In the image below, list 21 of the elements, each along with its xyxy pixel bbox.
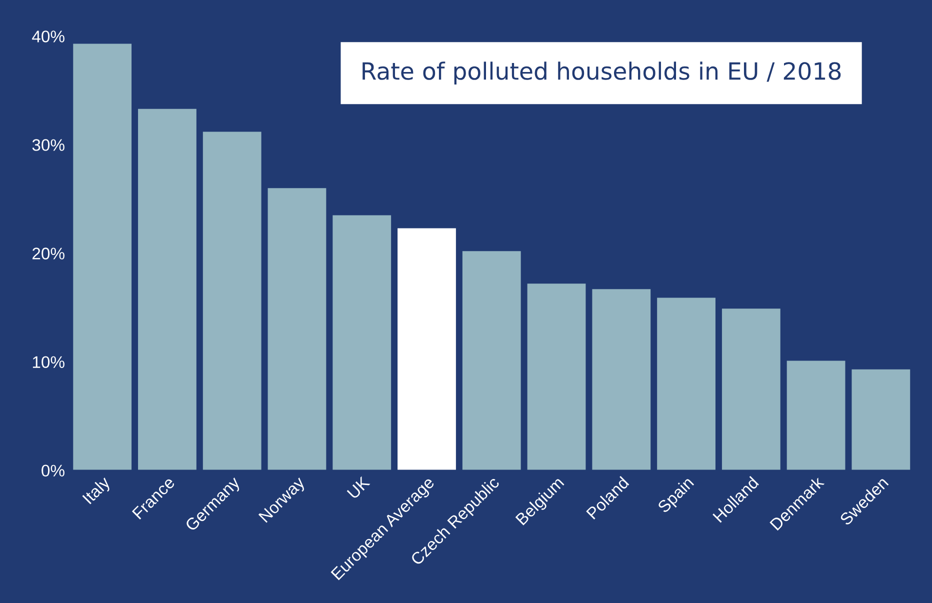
bar: [138, 108, 196, 470]
bar: [462, 251, 521, 470]
bar: [268, 188, 326, 470]
bar: [398, 228, 456, 470]
bar: [786, 360, 846, 470]
bar: [73, 44, 132, 470]
x-tick-label: UK: [346, 476, 370, 500]
y-tick-label: 0%: [42, 464, 64, 477]
bar: [852, 369, 910, 470]
bar: [527, 284, 586, 470]
bar: [657, 298, 716, 470]
x-tick-label: Italy: [82, 475, 114, 507]
text: Rate of polluted households in EU / 2018: [362, 62, 841, 85]
bar: [592, 289, 651, 470]
bar: [332, 215, 392, 470]
bar: [722, 308, 780, 470]
y-tick-label: 20%: [32, 248, 64, 260]
y-tick-label: 30%: [32, 139, 64, 151]
y-tick-label: 10%: [32, 356, 64, 368]
bar: [202, 132, 262, 470]
y-tick-label: 40%: [32, 30, 64, 42]
